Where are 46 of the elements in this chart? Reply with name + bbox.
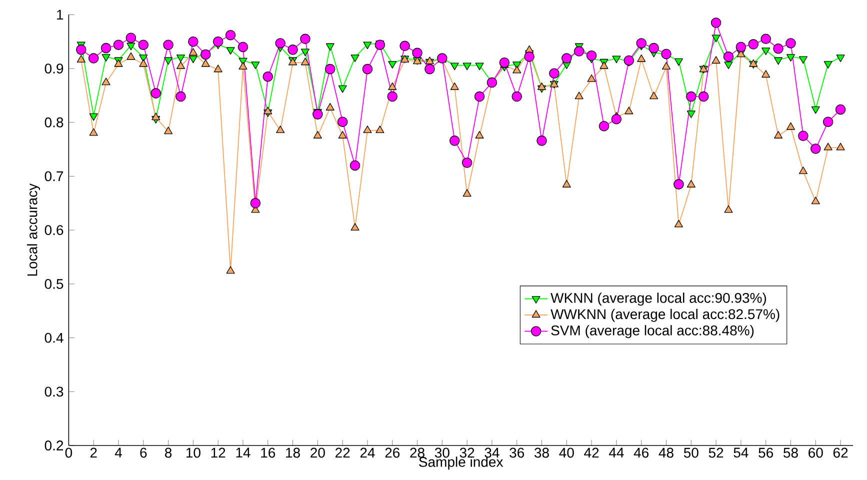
x-tick-label: 0 [65,448,72,458]
y-tick-label: 0.5 [44,278,64,289]
y-axis-title: Local accuracy [26,183,40,276]
y-tick-label: 0.4 [44,332,64,343]
y-tick-label: 1 [57,10,64,20]
x-tick-label: 26 [385,448,400,458]
x-tick-label: 58 [784,448,798,458]
x-axis-title: Sample index [419,456,504,470]
y-tick-label: 0.2 [44,440,64,450]
x-tick-label: 28 [410,448,424,458]
legend-label: WWKNN (average local acc:82.57%) [550,308,780,322]
legend-label: WKNN (average local acc:90.93%) [550,292,766,306]
x-tick-label: 22 [336,448,350,458]
x-tick-label: 62 [833,448,848,458]
x-tick-label: 46 [634,448,649,458]
legend-label: SVM (average local acc:88.48%) [551,325,754,338]
x-tick-label: 44 [608,448,624,458]
x-tick-label: 24 [360,448,375,458]
x-tick-label: 48 [658,448,674,458]
x-tick-label: 32 [460,448,474,458]
x-tick-label: 60 [808,448,823,458]
x-tick-label: 20 [310,448,325,458]
x-tick-label: 12 [211,448,226,458]
x-tick-label: 54 [734,448,748,458]
x-tick-label: 16 [261,448,276,458]
x-tick-label: 10 [186,448,200,458]
x-tick-label: 18 [286,448,300,458]
x-tick-label: 52 [708,448,724,458]
x-tick-label: 42 [584,448,599,458]
x-tick-label: 36 [510,448,524,458]
x-tick-label: 14 [236,448,250,458]
x-tick-label: 56 [758,448,774,458]
x-tick-label: 4 [114,448,122,458]
y-tick-label: 0.6 [44,225,64,235]
x-tick-label: 2 [90,448,97,458]
x-tick-label: 50 [684,448,698,458]
y-tick-label: 0.3 [44,386,64,397]
x-tick-label: 8 [165,448,172,458]
x-tick-label: 40 [559,448,574,458]
y-tick-label: 0.8 [44,117,64,128]
x-tick-label: 38 [534,448,549,458]
x-tick-label: 6 [140,448,147,458]
y-tick-label: 0.7 [44,171,64,182]
y-tick-label: 0.9 [44,63,64,74]
x-tick-label: 34 [484,448,500,458]
x-tick-label: 30 [434,448,450,458]
